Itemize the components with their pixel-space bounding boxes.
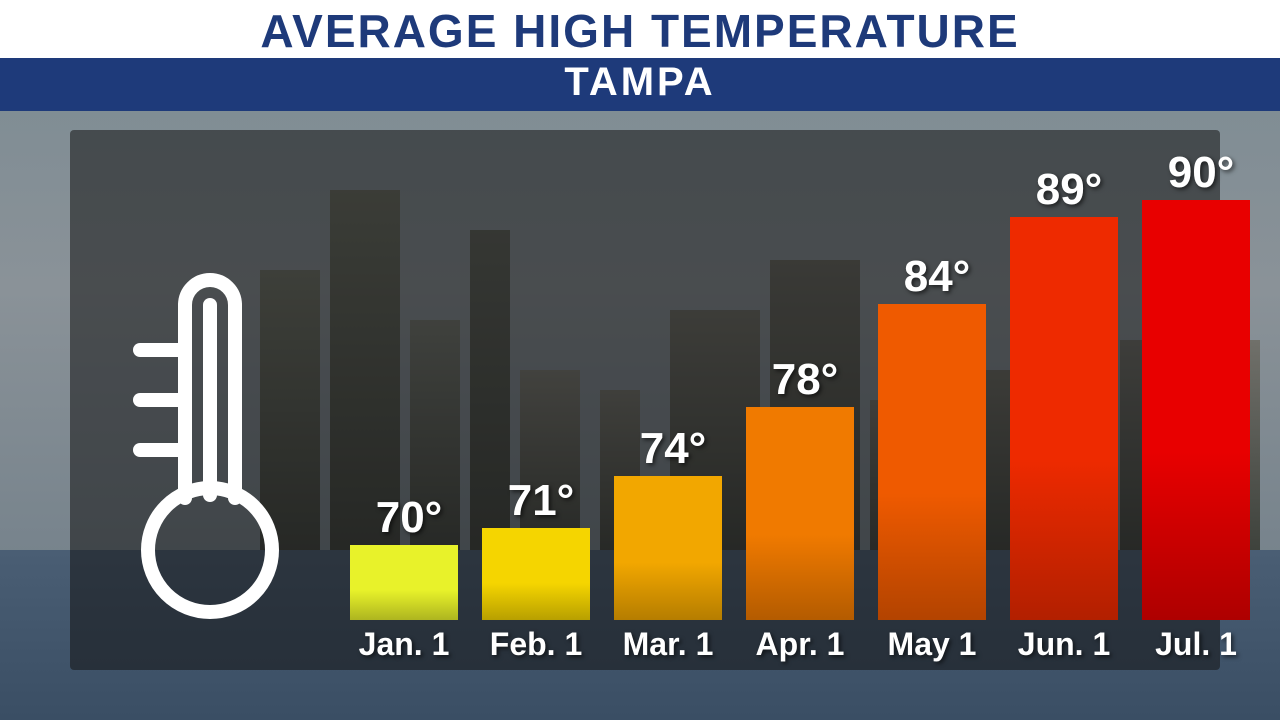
temperature-bar xyxy=(482,528,590,620)
temperature-bar xyxy=(746,407,854,620)
temperature-value-label: 70° xyxy=(340,493,478,543)
temperature-value-label: 71° xyxy=(472,476,610,526)
temperature-value-label: 74° xyxy=(604,424,742,474)
temperature-bar xyxy=(878,304,986,620)
header: AVERAGE HIGH TEMPERATURE TAMPA xyxy=(0,0,1280,111)
month-label: Mar. 1 xyxy=(602,626,734,663)
temperature-value-label: 78° xyxy=(736,355,874,405)
subtitle-text: TAMPA xyxy=(0,60,1280,105)
title-text: AVERAGE HIGH TEMPERATURE xyxy=(0,4,1280,58)
thermometer-svg xyxy=(90,250,310,630)
thermometer-icon xyxy=(90,250,310,630)
title-bar: AVERAGE HIGH TEMPERATURE xyxy=(0,0,1280,58)
month-label: Jun. 1 xyxy=(998,626,1130,663)
temperature-bar xyxy=(350,545,458,620)
temperature-value-label: 90° xyxy=(1132,148,1270,198)
month-label: May 1 xyxy=(866,626,998,663)
month-label: Jul. 1 xyxy=(1130,626,1262,663)
temperature-value-label: 84° xyxy=(868,252,1006,302)
temperature-bar xyxy=(1010,217,1118,620)
subtitle-bar: TAMPA xyxy=(0,58,1280,111)
temperature-bar xyxy=(1142,200,1250,620)
temperature-value-label: 89° xyxy=(1000,165,1138,215)
month-label: Feb. 1 xyxy=(470,626,602,663)
month-label: Jan. 1 xyxy=(338,626,470,663)
month-label: Apr. 1 xyxy=(734,626,866,663)
weather-graphic: AVERAGE HIGH TEMPERATURE TAMPA 70° Jan. 1… xyxy=(0,0,1280,720)
temperature-bar xyxy=(614,476,722,620)
